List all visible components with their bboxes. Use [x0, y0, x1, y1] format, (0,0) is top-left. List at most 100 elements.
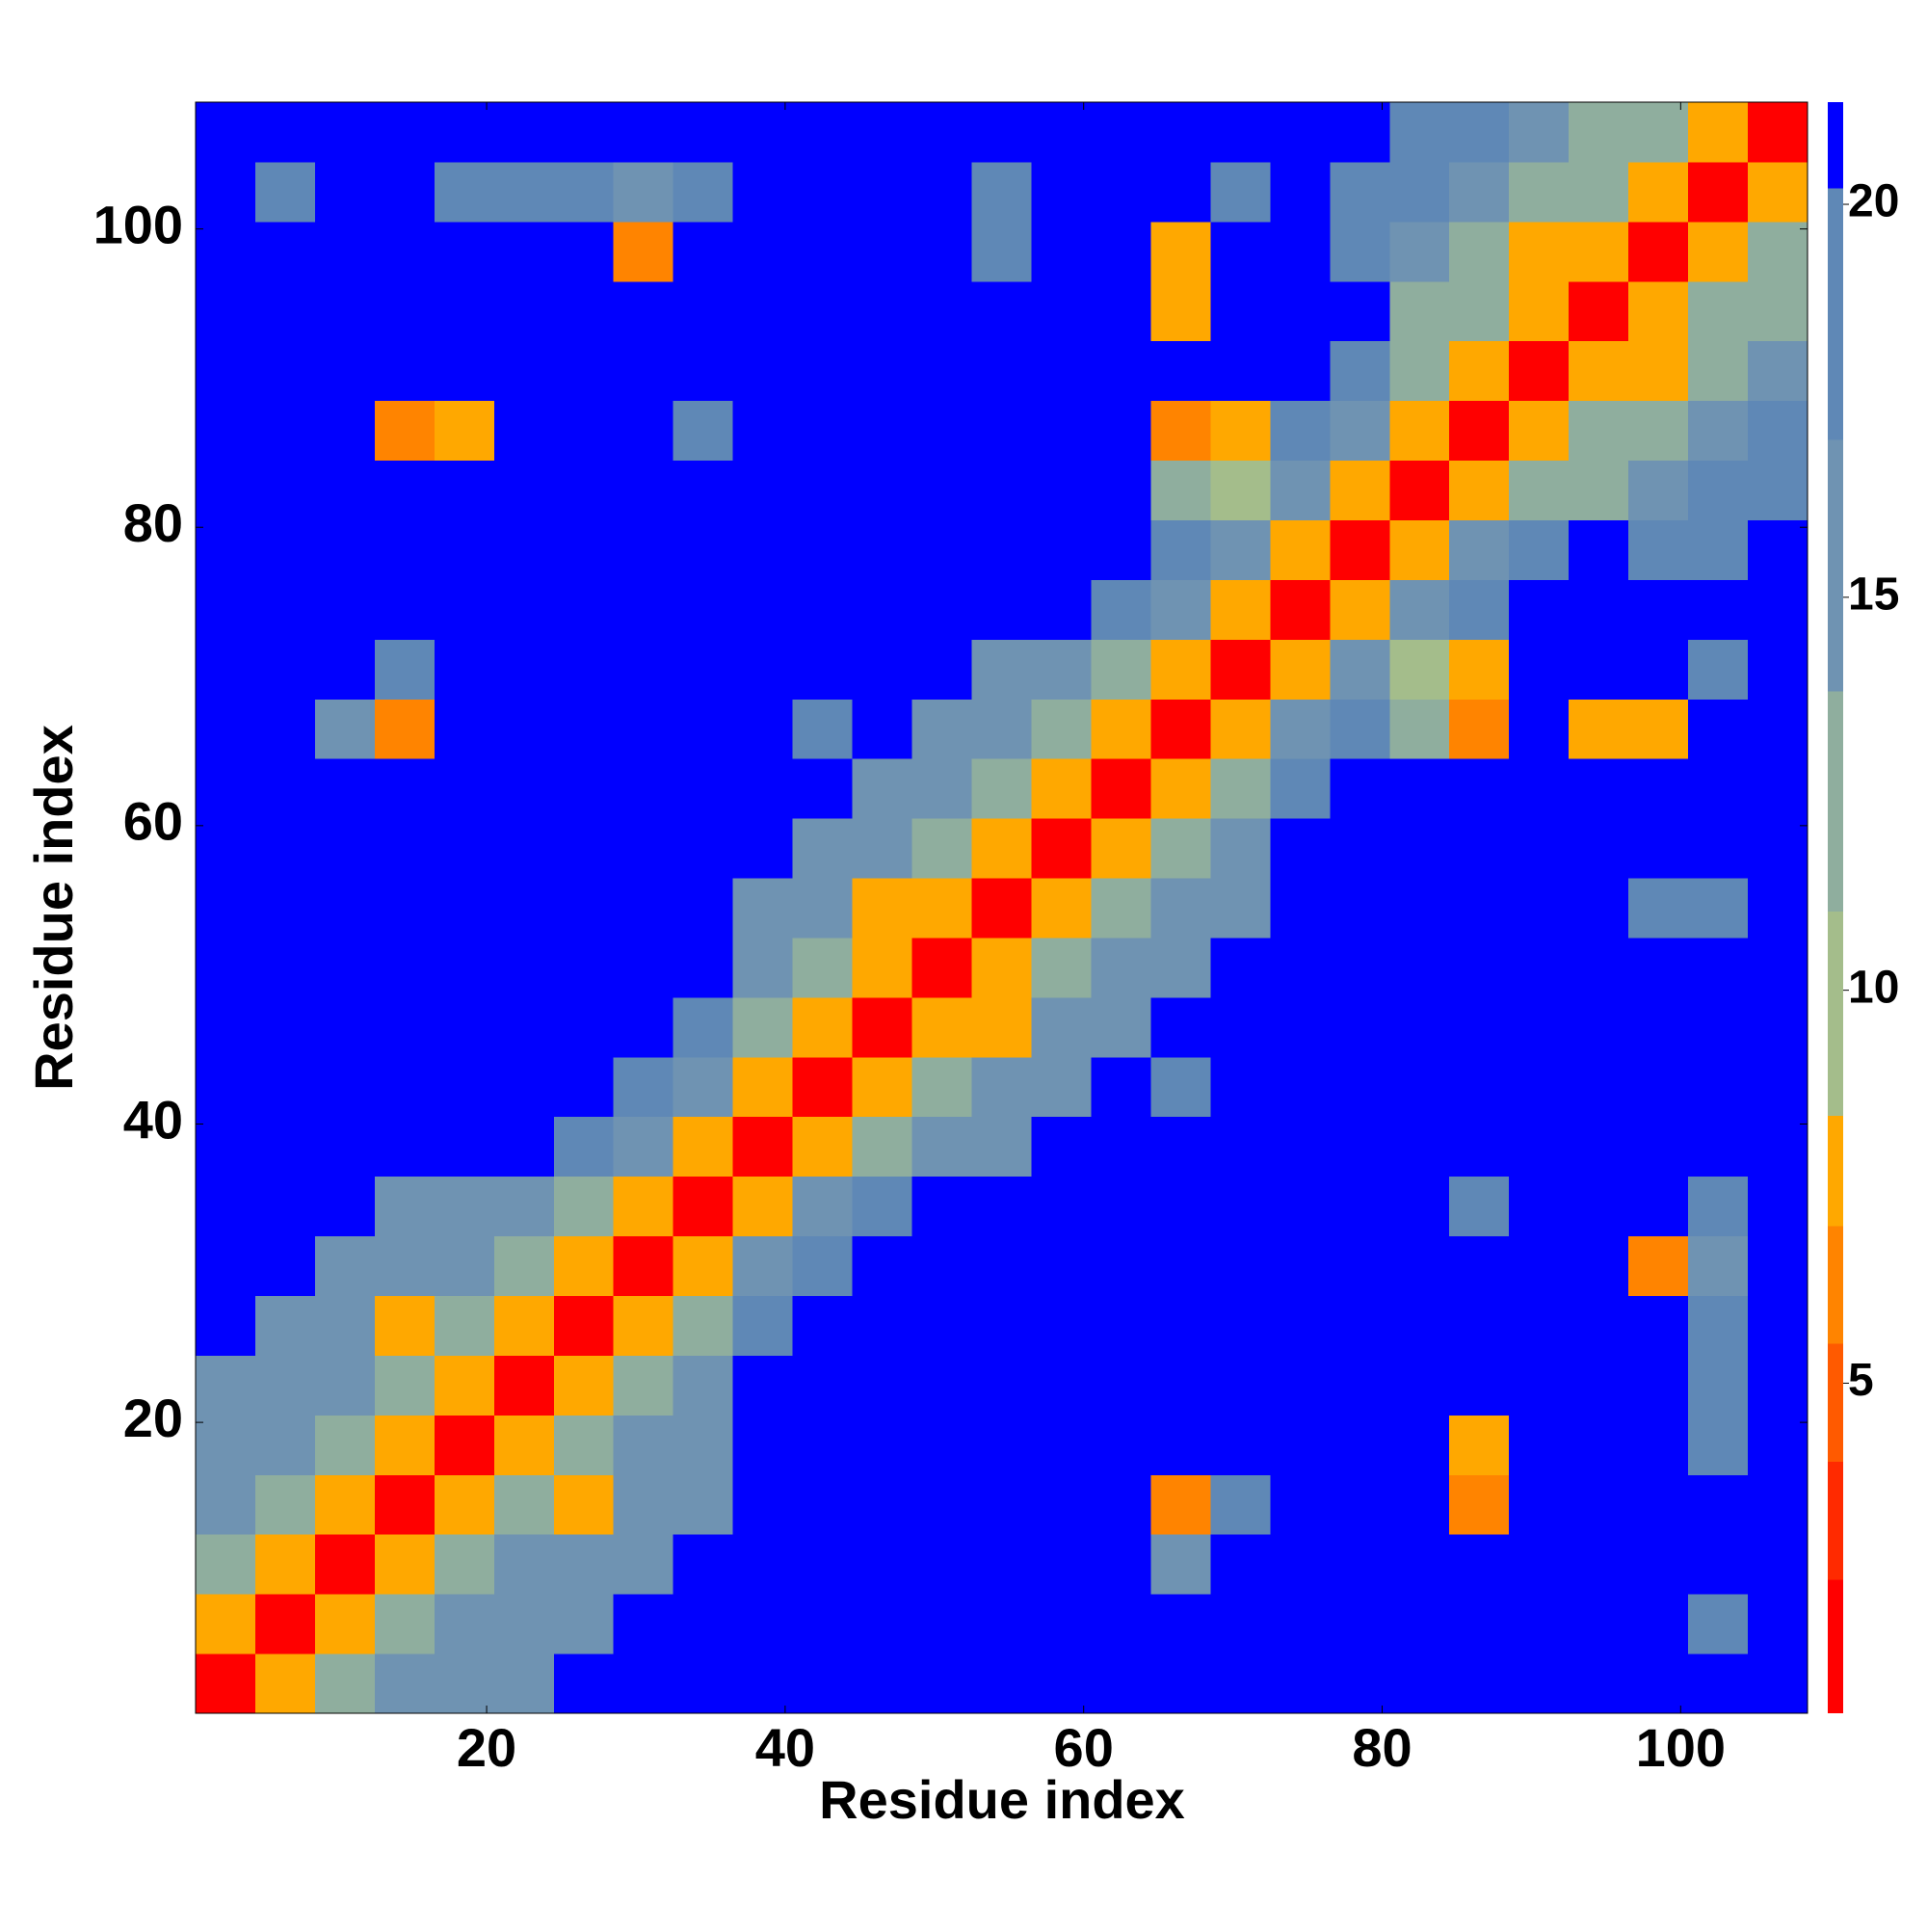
heatmap-cell	[1150, 758, 1211, 819]
heatmap-cell	[792, 1534, 854, 1595]
heatmap-cell	[971, 1415, 1032, 1475]
heatmap-cell	[1688, 1355, 1749, 1416]
heatmap-cell	[374, 1594, 436, 1654]
heatmap-cell	[1688, 639, 1749, 700]
heatmap-cell	[314, 758, 376, 819]
heatmap-cell	[1688, 579, 1749, 640]
heatmap-cell	[1031, 280, 1092, 342]
heatmap-cell	[1688, 1534, 1749, 1595]
heatmap-cell	[1031, 102, 1092, 163]
heatmap-cell	[553, 519, 615, 580]
heatmap-cell	[673, 1295, 734, 1356]
heatmap-cell	[1509, 1654, 1570, 1714]
heatmap-cell	[1569, 280, 1629, 342]
heatmap-cell	[1031, 1474, 1092, 1535]
heatmap-cell	[434, 280, 495, 342]
heatmap-cell	[1270, 639, 1331, 700]
heatmap-cell	[553, 1534, 615, 1595]
heatmap-cell	[1389, 758, 1450, 819]
heatmap-cell	[1449, 460, 1510, 520]
heatmap-cell	[254, 161, 316, 223]
heatmap-cell	[553, 758, 615, 819]
heatmap-cell	[792, 1176, 854, 1237]
heatmap-cell	[1031, 937, 1092, 998]
heatmap-cell	[1569, 996, 1629, 1058]
heatmap-cell	[314, 1295, 376, 1356]
heatmap-cell	[1688, 340, 1749, 402]
heatmap-cell	[1688, 161, 1749, 223]
heatmap-cell	[493, 639, 555, 700]
heatmap-cell	[1150, 1116, 1211, 1178]
heatmap-cell	[1569, 1355, 1629, 1416]
heatmap-cell	[1449, 102, 1510, 163]
heatmap-cell	[254, 758, 316, 819]
heatmap-cell	[553, 639, 615, 700]
heatmap-cell	[1628, 400, 1689, 462]
heatmap-cell	[852, 1594, 913, 1654]
heatmap-cell	[1748, 1594, 1808, 1654]
heatmap-cell	[1628, 1116, 1689, 1178]
heatmap-cell	[792, 1355, 854, 1416]
heatmap-cell	[1389, 1594, 1450, 1654]
heatmap-cell	[254, 699, 316, 759]
heatmap-cell	[1091, 937, 1151, 998]
heatmap-cell	[254, 1654, 316, 1714]
heatmap-cell	[1031, 1594, 1092, 1654]
heatmap-cell	[732, 579, 794, 640]
heatmap-cell	[374, 758, 436, 819]
heatmap-cell	[1270, 161, 1331, 223]
heatmap-cell	[1210, 161, 1271, 223]
heatmap-cell	[911, 1415, 973, 1475]
heatmap-cell	[493, 1355, 555, 1416]
heatmap-cell	[911, 878, 973, 939]
heatmap-cell	[852, 1654, 913, 1714]
heatmap-cell	[314, 1654, 376, 1714]
heatmap-cell	[1210, 1295, 1271, 1356]
heatmap-cell	[673, 818, 734, 879]
heatmap-cell	[971, 1235, 1032, 1297]
heatmap-cell	[1210, 340, 1271, 402]
heatmap-cell	[1628, 1474, 1689, 1535]
heatmap-cell	[1449, 280, 1510, 342]
heatmap-cell	[1150, 400, 1211, 462]
heatmap-cell	[553, 161, 615, 223]
heatmap-cell	[673, 221, 734, 282]
heatmap-cell	[374, 1056, 436, 1118]
heatmap-cell	[1509, 1534, 1570, 1595]
heatmap-cell	[852, 1235, 913, 1297]
heatmap-cell	[1509, 1355, 1570, 1416]
heatmap-cell	[1330, 102, 1390, 163]
heatmap-cell	[673, 102, 734, 163]
heatmap-cell	[732, 996, 794, 1058]
heatmap-cell	[196, 460, 256, 520]
heatmap-cell	[1031, 1355, 1092, 1416]
heatmap-cell	[792, 161, 854, 223]
heatmap-cell	[196, 340, 256, 402]
heatmap-cell	[314, 878, 376, 939]
heatmap-cell	[1270, 1474, 1331, 1535]
heatmap-cell	[971, 519, 1032, 580]
heatmap-cell	[1270, 1594, 1331, 1654]
heatmap-cell	[1210, 102, 1271, 163]
heatmap-cell	[911, 1116, 973, 1178]
heatmap-cell	[314, 639, 376, 700]
heatmap-cell	[1748, 1474, 1808, 1535]
heatmap-cell	[553, 400, 615, 462]
heatmap-cell	[314, 1116, 376, 1178]
heatmap-cell	[673, 1534, 734, 1595]
heatmap-cell	[314, 1235, 376, 1297]
heatmap-cell	[553, 1116, 615, 1178]
heatmap-cell	[196, 1415, 256, 1475]
heatmap-cell	[1210, 280, 1271, 342]
heatmap-cell	[1150, 460, 1211, 520]
heatmap-cell	[1389, 878, 1450, 939]
heatmap-cell	[1091, 996, 1151, 1058]
heatmap-cell	[971, 937, 1032, 998]
heatmap-cell	[1270, 340, 1331, 402]
heatmap-cell	[553, 1235, 615, 1297]
heatmap-cell	[254, 878, 316, 939]
heatmap-cell	[911, 1056, 973, 1118]
colorbar-band	[1828, 188, 1843, 440]
heatmap-cell	[1389, 1176, 1450, 1237]
heatmap-cell	[1150, 878, 1211, 939]
